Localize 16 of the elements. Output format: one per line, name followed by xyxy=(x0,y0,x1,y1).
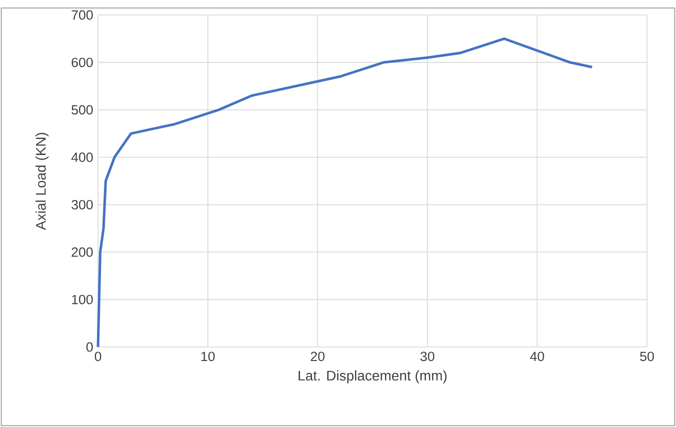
x-axis-title: Lat. Displacement (mm) xyxy=(298,370,447,384)
y-tick-label: 300 xyxy=(72,200,93,210)
y-tick-label: 200 xyxy=(72,247,93,257)
y-tick-label: 100 xyxy=(72,294,93,304)
y-tick-label: 0 xyxy=(86,342,93,352)
y-tick-label: 600 xyxy=(72,58,93,68)
y-tick-label: 500 xyxy=(72,105,93,115)
y-tick-label: 400 xyxy=(71,152,93,162)
x-tick-label: 0 xyxy=(94,352,102,362)
x-tick-label: 50 xyxy=(640,352,654,362)
x-tick-label: 20 xyxy=(310,352,324,362)
y-tick-label: 700 xyxy=(72,10,93,20)
x-tick-label: 10 xyxy=(201,352,215,362)
x-tick-label: 40 xyxy=(530,352,544,362)
x-tick-label: 30 xyxy=(420,352,434,362)
y-axis-title: Axial Load (KN) xyxy=(36,132,49,230)
